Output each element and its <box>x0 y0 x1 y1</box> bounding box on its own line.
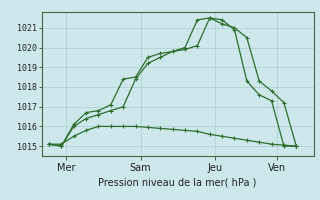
X-axis label: Pression niveau de la mer( hPa ): Pression niveau de la mer( hPa ) <box>99 177 257 187</box>
